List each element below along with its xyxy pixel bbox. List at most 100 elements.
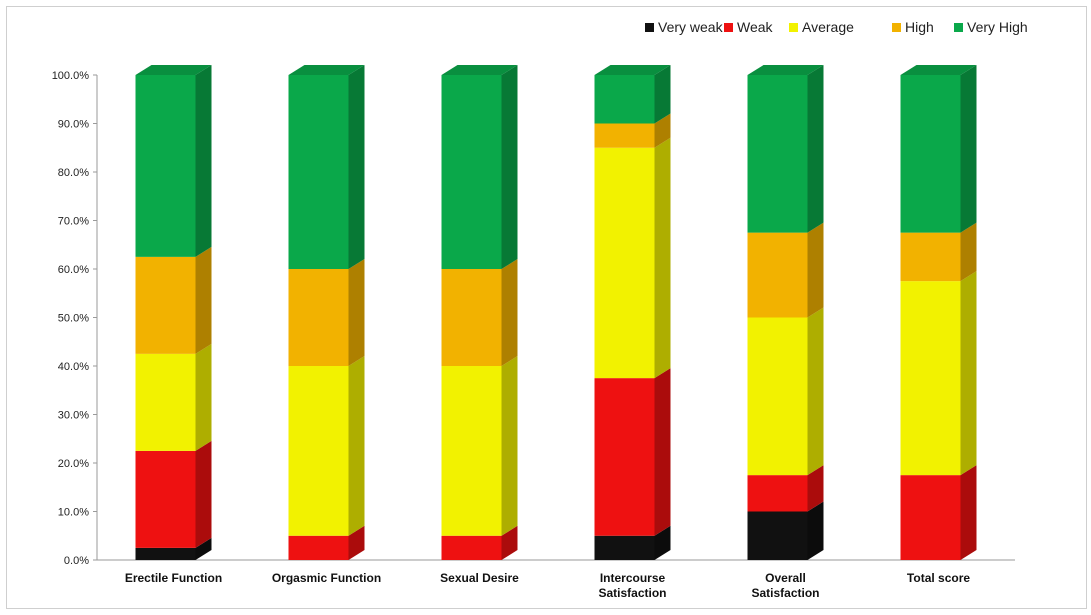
bar-segment-front bbox=[441, 75, 502, 269]
y-tick-label: 20.0% bbox=[58, 458, 89, 470]
legend-label: Very weak bbox=[658, 19, 724, 35]
y-tick-label: 80.0% bbox=[58, 167, 89, 179]
bar-segment bbox=[594, 65, 671, 124]
bar-segment-front bbox=[288, 366, 349, 536]
bar-segment-front bbox=[135, 75, 196, 257]
bar-segment-side bbox=[348, 525, 365, 560]
legend-swatch bbox=[954, 23, 963, 32]
y-tick-label: 60.0% bbox=[58, 264, 89, 276]
bar-segment-front bbox=[441, 269, 502, 366]
bar-segment bbox=[135, 440, 212, 548]
category-label: Overall bbox=[765, 571, 806, 585]
bar-segment-side bbox=[654, 65, 671, 124]
category-label: Orgasmic Function bbox=[272, 571, 381, 585]
bar-segment-front bbox=[594, 123, 655, 148]
bar-segment-front bbox=[288, 269, 349, 366]
bar-segment bbox=[135, 343, 212, 451]
bar-segment-front bbox=[747, 317, 808, 476]
legend-label: Weak bbox=[737, 19, 774, 35]
legend-item: High bbox=[892, 19, 934, 35]
y-tick-label: 100.0% bbox=[52, 70, 90, 82]
bar-segment-front bbox=[900, 232, 961, 282]
bar-segment bbox=[594, 525, 671, 560]
bar-segment bbox=[594, 368, 671, 536]
bar-segment bbox=[900, 222, 977, 282]
bar-segment-side bbox=[501, 525, 518, 560]
category-label: Intercourse bbox=[600, 571, 666, 585]
bar-segment-front bbox=[900, 475, 961, 560]
bar-segment-side bbox=[654, 525, 671, 560]
y-tick-label: 0.0% bbox=[64, 555, 89, 567]
legend: Very weak Weak Average High Very High bbox=[645, 19, 1028, 35]
bar-segment-side bbox=[348, 259, 365, 366]
bar-segment-front bbox=[900, 75, 961, 233]
legend-swatch bbox=[789, 23, 798, 32]
bar-segment-side bbox=[501, 65, 518, 269]
bar-segment-side bbox=[807, 307, 824, 476]
bar-segment bbox=[747, 501, 824, 560]
bar-segment-side bbox=[654, 137, 671, 379]
bar-segment-side bbox=[195, 246, 212, 354]
bar-stack bbox=[135, 65, 212, 560]
bar-segment bbox=[747, 222, 824, 318]
bar-segment bbox=[747, 465, 824, 512]
legend-label: Very High bbox=[967, 19, 1028, 35]
bar-segment bbox=[594, 113, 671, 148]
legend-item: Average bbox=[789, 19, 854, 35]
category-label: Satisfaction bbox=[751, 586, 819, 600]
bar-segment-side bbox=[348, 356, 365, 536]
bar-segment-front bbox=[441, 535, 502, 560]
bar-segment-side bbox=[195, 537, 212, 560]
bar-stack bbox=[747, 65, 824, 560]
bar-segment-front bbox=[747, 475, 808, 512]
bar-segment bbox=[594, 137, 671, 379]
category-label: Total score bbox=[907, 571, 970, 585]
bar-top-face bbox=[594, 65, 671, 75]
bar-segment bbox=[900, 465, 977, 560]
bar-segment bbox=[441, 259, 518, 366]
bar-segment-front bbox=[441, 366, 502, 536]
bar-segment-side bbox=[654, 368, 671, 536]
y-tick-label: 90.0% bbox=[58, 119, 89, 131]
bar-segment-front bbox=[288, 535, 349, 560]
bar-segment bbox=[747, 307, 824, 476]
axes: 0.0% 10.0% 20.0% 30.0% 40.0% 50.0% 60.0% 70.0% 8… bbox=[52, 70, 1015, 600]
bar-segment-side bbox=[960, 271, 977, 476]
bar-stack bbox=[594, 65, 671, 560]
bar-segment bbox=[441, 65, 518, 269]
bar-segment bbox=[288, 65, 365, 269]
bar-segment bbox=[441, 356, 518, 536]
bar-segment-front bbox=[594, 75, 655, 124]
bar-segment bbox=[135, 65, 212, 257]
bar-top-face bbox=[288, 65, 365, 75]
bar-segment bbox=[135, 246, 212, 354]
bar-segment-front bbox=[135, 547, 196, 560]
bar-segment bbox=[135, 537, 212, 560]
bar-segment-side bbox=[501, 356, 518, 536]
legend-swatch bbox=[724, 23, 733, 32]
bar-segment-front bbox=[594, 535, 655, 560]
bar-segment-front bbox=[594, 378, 655, 536]
bars bbox=[135, 65, 977, 560]
category-label: Sexual Desire bbox=[440, 571, 519, 585]
legend-item: Weak bbox=[724, 19, 774, 35]
category-label: Erectile Function bbox=[125, 571, 222, 585]
bar-segment-front bbox=[594, 147, 655, 379]
bar-segment-side bbox=[654, 113, 671, 148]
bar-segment-side bbox=[348, 65, 365, 269]
bar-segment-side bbox=[807, 222, 824, 318]
bar-segment-front bbox=[747, 511, 808, 560]
bar-segment bbox=[900, 271, 977, 476]
bar-segment bbox=[900, 65, 977, 233]
legend-label: Average bbox=[802, 19, 854, 35]
bar-segment bbox=[288, 356, 365, 536]
bar-segment-side bbox=[807, 501, 824, 560]
bar-segment-side bbox=[807, 465, 824, 512]
bar-segment-side bbox=[807, 65, 824, 233]
legend-label: High bbox=[905, 19, 934, 35]
bar-stack bbox=[900, 65, 977, 560]
y-tick-label: 50.0% bbox=[58, 313, 89, 325]
y-tick-label: 30.0% bbox=[58, 410, 89, 422]
bar-segment-side bbox=[195, 65, 212, 257]
